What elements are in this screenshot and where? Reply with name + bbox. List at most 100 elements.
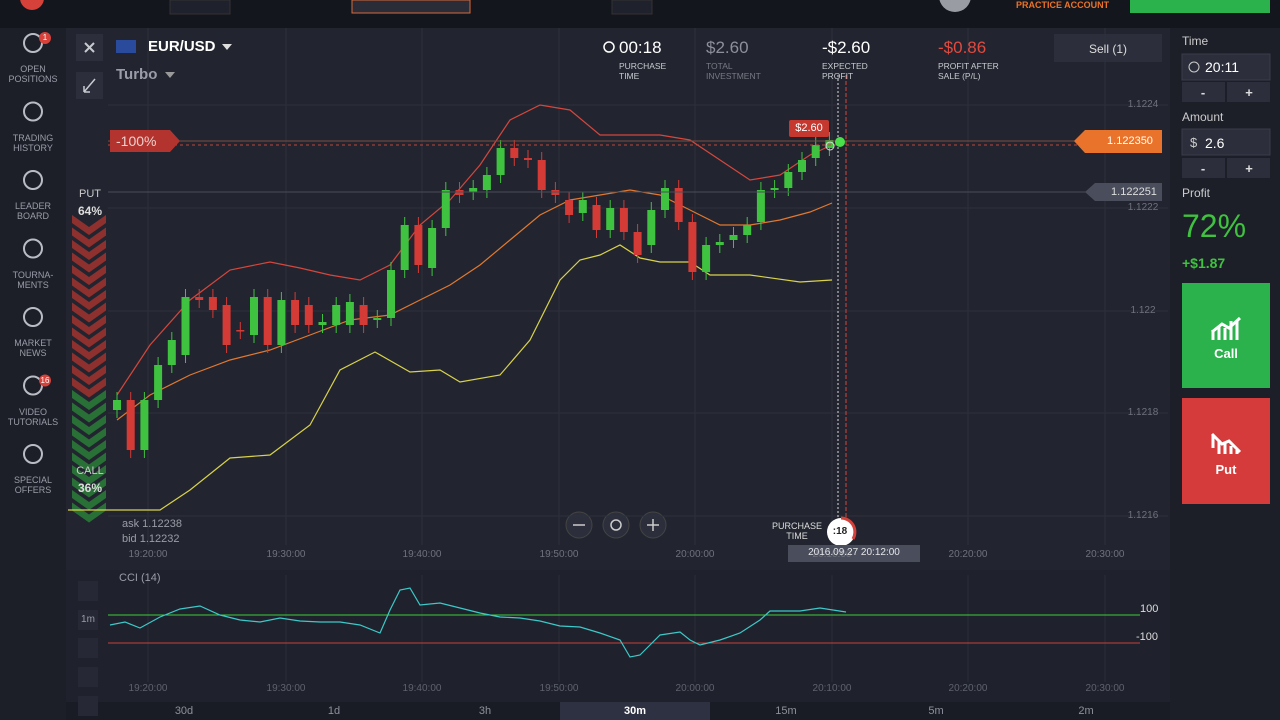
- candle-body: [400, 225, 409, 270]
- stepper-sign[interactable]: +: [1245, 161, 1253, 176]
- sidebar-label[interactable]: MARKET: [14, 338, 52, 348]
- sidebar-label[interactable]: NEWS: [19, 348, 47, 358]
- loss-badge-text: -100%: [116, 133, 157, 149]
- sidebar-label[interactable]: TOURNA-: [12, 269, 54, 280]
- sidebar-label[interactable]: MENTS: [17, 279, 49, 290]
- current-point: [835, 137, 845, 147]
- bollinger-middle: [116, 189, 833, 421]
- sidebar-label[interactable]: HISTORY: [13, 142, 53, 153]
- candle-body: [784, 172, 793, 188]
- price-tick: 1.1218: [1127, 407, 1159, 418]
- center-button[interactable]: [602, 511, 630, 539]
- call-percent: 36%: [77, 481, 103, 495]
- candle-body: [140, 400, 149, 450]
- stat-value: 00:18: [619, 38, 662, 57]
- timeframe[interactable]: 2m: [1078, 705, 1094, 717]
- current-tag: [1085, 183, 1162, 201]
- top-tab[interactable]: [351, 0, 471, 14]
- sidebar-label[interactable]: SPECIAL: [13, 475, 53, 485]
- sidebar-icon[interactable]: [23, 307, 43, 327]
- input-box[interactable]: [1181, 53, 1271, 81]
- sidebar-icon[interactable]: [23, 444, 43, 464]
- tool-button[interactable]: [78, 610, 98, 630]
- level-tag-text: 1.122350: [1107, 135, 1153, 147]
- stepper-button[interactable]: [1227, 82, 1270, 102]
- sentiment-chevron: [72, 352, 106, 373]
- candle-body: [619, 208, 628, 232]
- input-box[interactable]: [1181, 128, 1271, 156]
- asset-name[interactable]: EUR/USD: [148, 38, 216, 55]
- ask-quote: ask 1.12238: [122, 518, 182, 530]
- candle-body: [633, 232, 642, 255]
- timeframe[interactable]: 30m: [623, 705, 647, 717]
- sentiment-chevron: [72, 402, 106, 423]
- time-tick: 19:20:00: [128, 549, 168, 560]
- stepper-button[interactable]: [1227, 158, 1270, 178]
- indicator-pane: [66, 570, 1170, 702]
- sidebar-icon[interactable]: [23, 170, 43, 190]
- sidebar-icon[interactable]: [23, 101, 43, 122]
- sidebar-label[interactable]: VIDEO: [18, 406, 47, 417]
- sell-button[interactable]: Sell (1): [1088, 42, 1127, 56]
- amount-label: Amount: [1182, 110, 1224, 124]
- deposit-button[interactable]: [1130, 0, 1270, 13]
- call-text[interactable]: Call: [1214, 346, 1238, 361]
- sidebar-label[interactable]: BOARD: [16, 211, 49, 221]
- candle-body: [167, 340, 176, 365]
- sentiment-chevron: [72, 427, 106, 448]
- sidebar-label[interactable]: OPEN: [20, 64, 46, 74]
- candle-body: [181, 297, 190, 355]
- plus-icon: [647, 519, 659, 531]
- sidebar-label[interactable]: LEADER: [14, 201, 51, 211]
- sentiment-chevron: [72, 290, 106, 310]
- stepper-button[interactable]: [1182, 82, 1225, 102]
- timeframe[interactable]: 1d: [327, 705, 341, 717]
- candle-body: [770, 188, 779, 190]
- cci-time-tick: 20:00:00: [675, 683, 715, 694]
- stat-label: EXPECTED: [822, 61, 868, 71]
- cci-time-tick: 20:20:00: [948, 683, 988, 694]
- amount-value[interactable]: 2.6: [1205, 135, 1225, 151]
- sidebar-label[interactable]: OFFERS: [14, 485, 52, 495]
- stat-label: PURCHASE: [619, 61, 667, 71]
- tool-button[interactable]: [78, 638, 98, 658]
- stepper-sign[interactable]: +: [1245, 85, 1253, 100]
- candle-body: [565, 200, 574, 215]
- sidebar-label[interactable]: TUTORIALS: [7, 416, 59, 427]
- cci-time-tick: 20:10:00: [812, 683, 852, 694]
- stat-label: TIME: [619, 71, 640, 81]
- stepper-sign[interactable]: -: [1200, 161, 1206, 176]
- sidebar-icon[interactable]: [23, 238, 43, 259]
- dropdown-arrow: [222, 44, 232, 50]
- bollinger-upper: [116, 104, 833, 396]
- price-tick: 1.122: [1130, 305, 1156, 316]
- sentiment-chevron: [72, 340, 106, 360]
- time-value[interactable]: 20:11: [1205, 59, 1239, 75]
- sidebar-label[interactable]: POSITIONS: [8, 74, 58, 84]
- put-text[interactable]: Put: [1215, 462, 1237, 477]
- timeframe[interactable]: 3h: [478, 705, 492, 717]
- sentiment-chevron: [72, 277, 106, 298]
- put-label: PUT: [79, 188, 101, 200]
- sell-button-bg[interactable]: [1054, 34, 1162, 62]
- chart-layer: [23, 28, 1271, 716]
- candle-body: [482, 175, 491, 190]
- sentiment-chevron: [72, 452, 106, 473]
- stepper-button[interactable]: [1182, 158, 1225, 178]
- timeframe[interactable]: 30d: [174, 705, 194, 717]
- cci-line: [109, 587, 847, 658]
- clock-icon: [1188, 61, 1200, 73]
- tool-button[interactable]: [78, 696, 98, 716]
- tool-button[interactable]: [78, 667, 98, 687]
- tool-button[interactable]: [78, 581, 98, 601]
- profit-label: Profit: [1182, 186, 1211, 200]
- indicator-name[interactable]: CCI (14): [119, 572, 161, 584]
- timeframe[interactable]: 15m: [775, 705, 797, 717]
- stat-value: -$2.60: [822, 38, 871, 57]
- candle-body: [154, 365, 163, 400]
- stepper-sign[interactable]: -: [1200, 85, 1206, 100]
- timeframe[interactable]: 5m: [928, 705, 944, 717]
- sentiment-chevron: [72, 502, 106, 523]
- sidebar-label[interactable]: TRADING: [12, 132, 54, 143]
- asset-mode[interactable]: Turbo: [116, 66, 158, 83]
